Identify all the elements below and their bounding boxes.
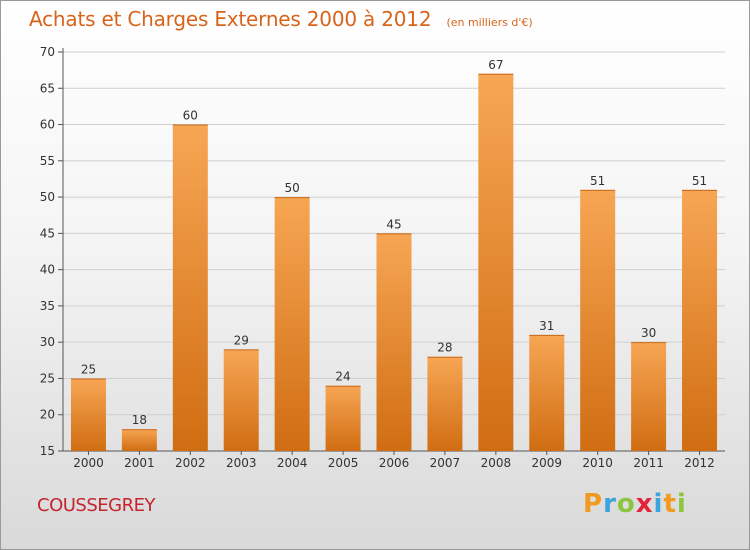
y-tick-label: 20	[40, 408, 55, 422]
x-tick-label: 2002	[175, 456, 206, 470]
data-label: 18	[132, 413, 147, 427]
logo-letter: i	[676, 489, 687, 519]
x-tick-label: 2012	[684, 456, 715, 470]
bar-2004	[274, 197, 310, 451]
y-tick-label: 70	[40, 45, 55, 59]
y-tick-label: 25	[40, 371, 55, 385]
logo-letter: r	[603, 489, 617, 519]
bar-2000	[70, 378, 106, 451]
y-tick-label: 30	[40, 335, 55, 349]
bar-2012	[682, 189, 718, 451]
x-tick-label: 2007	[430, 456, 461, 470]
x-tick-label: 2010	[582, 456, 613, 470]
x-tick-labels: 2000 2001 2002 2003 2004 2005 2006 2007 2008 2009…	[73, 456, 715, 470]
data-label: 25	[81, 362, 96, 376]
x-tick-label: 2000	[73, 456, 104, 470]
logo-letter: x	[635, 489, 654, 519]
bar-2007	[427, 356, 463, 451]
bars	[70, 73, 718, 451]
bar-2008	[478, 73, 514, 451]
logo-letter: t	[663, 489, 677, 519]
logo-letter: o	[616, 489, 636, 519]
data-labels: 25 18 60 29 50 24 45 28 67 31 51 30 51	[81, 58, 707, 427]
chart-subtitle: (en milliers d'€)	[446, 16, 533, 29]
bar-2009	[529, 334, 565, 451]
logo-letter: P	[583, 489, 604, 519]
proxiti-logo[interactable]: Proxiti	[583, 489, 687, 519]
x-tick-label: 2004	[277, 456, 308, 470]
bar-2003	[223, 349, 259, 451]
title-row: Achats et Charges Externes 2000 à 2012 (…	[29, 7, 533, 31]
commune-name: COUSSEGREY	[37, 495, 155, 516]
data-label: 51	[590, 174, 605, 188]
bar-2005	[325, 385, 361, 451]
data-label: 28	[437, 341, 452, 355]
data-label: 45	[386, 217, 401, 231]
data-label: 30	[641, 326, 656, 340]
bar-2006	[376, 233, 412, 451]
logo-letter: i	[653, 489, 664, 519]
bar-2011	[631, 342, 667, 451]
chart-title: Achats et Charges Externes 2000 à 2012	[29, 7, 432, 31]
y-tick-label: 50	[40, 190, 55, 204]
data-label: 24	[335, 370, 350, 384]
x-tick-label: 2009	[531, 456, 562, 470]
data-label: 60	[183, 109, 198, 123]
data-label: 67	[488, 58, 503, 72]
y-tick-label: 15	[40, 444, 55, 458]
x-tick-label: 2003	[226, 456, 257, 470]
bar-2010	[580, 189, 616, 451]
y-tick-label: 60	[40, 118, 55, 132]
data-label: 29	[234, 333, 249, 347]
y-tick-label: 55	[40, 154, 55, 168]
y-tick-label: 35	[40, 299, 55, 313]
x-tick-label: 2001	[124, 456, 155, 470]
bar-2002	[172, 124, 208, 451]
data-label: 31	[539, 319, 554, 333]
x-tick-label: 2005	[328, 456, 359, 470]
x-tick-label: 2011	[633, 456, 664, 470]
y-tick-labels: 15 20 25 30 35 40 45 50 55 60 65 70	[40, 45, 55, 458]
y-tick-label: 40	[40, 263, 55, 277]
x-tick-label: 2008	[481, 456, 512, 470]
data-label: 51	[692, 174, 707, 188]
bar-2001	[121, 429, 157, 451]
y-tick-label: 65	[40, 81, 55, 95]
data-label: 50	[285, 181, 300, 195]
x-tick-label: 2006	[379, 456, 410, 470]
y-tick-label: 45	[40, 226, 55, 240]
